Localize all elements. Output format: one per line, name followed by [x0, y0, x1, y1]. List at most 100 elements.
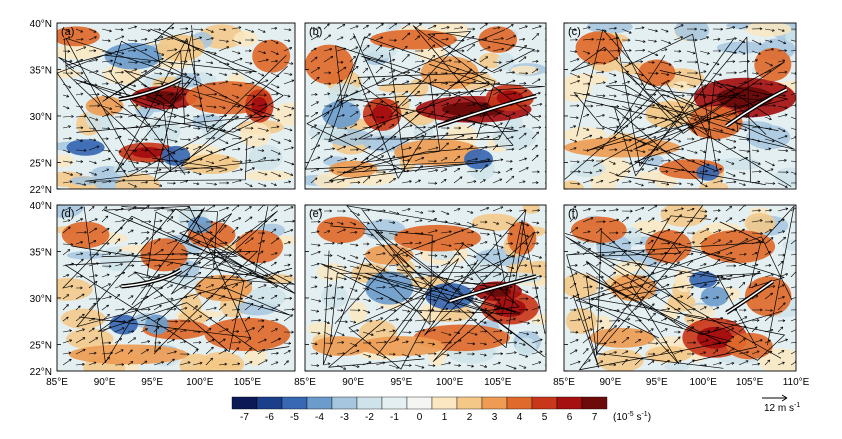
wind-arrowhead: [797, 161, 799, 163]
wind-arrowhead: [549, 211, 551, 213]
wind-vector: [545, 230, 555, 233]
colorbar-swatch: [557, 397, 582, 409]
wind-arrowhead: [797, 182, 799, 184]
colorbar-tick-label: -6: [265, 412, 274, 423]
field-patch: [522, 203, 540, 214]
colorbar-tick-label: -3: [340, 412, 349, 423]
anomaly-patch: [252, 40, 290, 73]
colorbar-tick-label: -4: [315, 412, 324, 423]
wind-arrowhead: [552, 182, 554, 184]
wind-arrowhead: [553, 243, 555, 245]
panel-label: (b): [309, 26, 322, 38]
colorbar-tick-label: -7: [240, 412, 249, 423]
colorbar-swatch: [332, 397, 357, 409]
field-patch: [466, 260, 500, 282]
colorbar-tick-label: 7: [592, 412, 598, 423]
wind-arrowhead: [798, 341, 800, 343]
wind-arrowhead: [550, 263, 552, 265]
anomaly-patch: [312, 336, 370, 356]
field-patch: [587, 20, 633, 33]
wind-arrowhead: [796, 28, 798, 30]
wind-arrowhead: [549, 25, 551, 27]
wind-arrowhead: [550, 164, 552, 166]
lat-tick-label: 40°N: [30, 19, 52, 30]
wind-arrowhead: [799, 41, 801, 43]
wind-arrowhead: [797, 317, 799, 319]
colorbar-tick-label: 2: [467, 412, 473, 423]
wind-arrowhead: [553, 300, 555, 302]
wind-arrowhead: [549, 278, 551, 280]
map-panel-e: (e): [305, 203, 560, 371]
anomaly-core: [372, 105, 393, 123]
field-patch: [52, 45, 104, 60]
colorbar-swatch: [382, 397, 407, 409]
anomaly-patch: [571, 217, 627, 244]
lat-tick-label: 22°N: [30, 185, 52, 196]
colorbar-swatch: [457, 397, 482, 409]
wind-arrowhead: [799, 253, 801, 255]
field-patch: [244, 170, 293, 181]
lat-tick-label: 30°N: [30, 112, 52, 123]
wind-arrowhead: [551, 82, 553, 84]
anomaly-patch: [67, 139, 105, 156]
lon-tick-label: 95°E: [646, 377, 668, 388]
field-patch: [67, 251, 104, 259]
lon-tick-label: 105°E: [234, 377, 262, 388]
wind-arrowhead: [553, 229, 555, 231]
anomaly-patch: [689, 271, 717, 288]
wind-arrowhead: [797, 232, 799, 234]
lon-tick-label: 95°E: [391, 377, 413, 388]
colorbar-tick-label: -5: [290, 412, 299, 423]
colorbar-swatch: [407, 397, 432, 409]
wind-arrowhead: [797, 349, 799, 351]
colorbar-tick-label: -1: [390, 412, 399, 423]
lat-tick-label: 30°N: [30, 294, 52, 305]
lon-tick-label: 90°E: [600, 377, 622, 388]
wind-arrowhead: [551, 223, 553, 225]
wind-arrowhead: [550, 116, 552, 118]
lon-tick-label: 105°E: [484, 377, 512, 388]
wind-arrowhead: [550, 252, 552, 254]
wind-vector: [545, 244, 556, 245]
anomaly-patch: [696, 164, 719, 181]
wind-arrowhead: [797, 205, 799, 207]
lon-tick-label: 90°E: [94, 377, 116, 388]
field-patch: [240, 122, 271, 147]
wind-arrowhead: [796, 296, 798, 298]
wind-arrowhead: [799, 221, 801, 223]
panel-label: (a): [61, 26, 74, 38]
colorbar-swatch: [282, 397, 307, 409]
lat-tick-label: 35°N: [30, 65, 52, 76]
anomaly-patch: [235, 230, 283, 263]
wind-arrowhead: [551, 308, 553, 310]
lon-tick-label: 90°E: [342, 377, 364, 388]
lon-tick-label: 110°E: [783, 377, 810, 388]
wind-arrowhead: [548, 332, 550, 334]
lat-tick-label: 35°N: [30, 247, 52, 258]
anomaly-patch: [329, 161, 377, 178]
colorbar-tick-label: 0: [417, 412, 423, 423]
lon-tick-label: 85°E: [46, 377, 68, 388]
reference-vector: 12 m s-1: [762, 395, 800, 414]
colorbar-tick-label: 4: [517, 412, 523, 423]
wind-arrowhead: [549, 89, 551, 91]
anomaly-core: [132, 147, 163, 158]
colorbar-tick-label: 5: [542, 412, 548, 423]
anomaly-patch: [479, 26, 518, 53]
panel-label: (c): [568, 26, 581, 38]
field-patch: [699, 181, 728, 193]
anomaly-patch: [69, 344, 188, 364]
wind-arrowhead: [547, 58, 549, 60]
wind-arrowhead: [552, 353, 554, 355]
lon-tick-label: 95°E: [141, 377, 163, 388]
wind-arrowhead: [550, 50, 552, 52]
anomaly-patch: [317, 217, 365, 244]
wind-arrowhead: [798, 285, 800, 287]
lon-tick-label: 105°E: [736, 377, 764, 388]
colorbar-tick-label: -2: [365, 412, 374, 423]
wind-arrowhead: [551, 322, 553, 324]
map-panel-b: (b): [298, 21, 555, 189]
wind-arrowhead: [551, 102, 553, 104]
